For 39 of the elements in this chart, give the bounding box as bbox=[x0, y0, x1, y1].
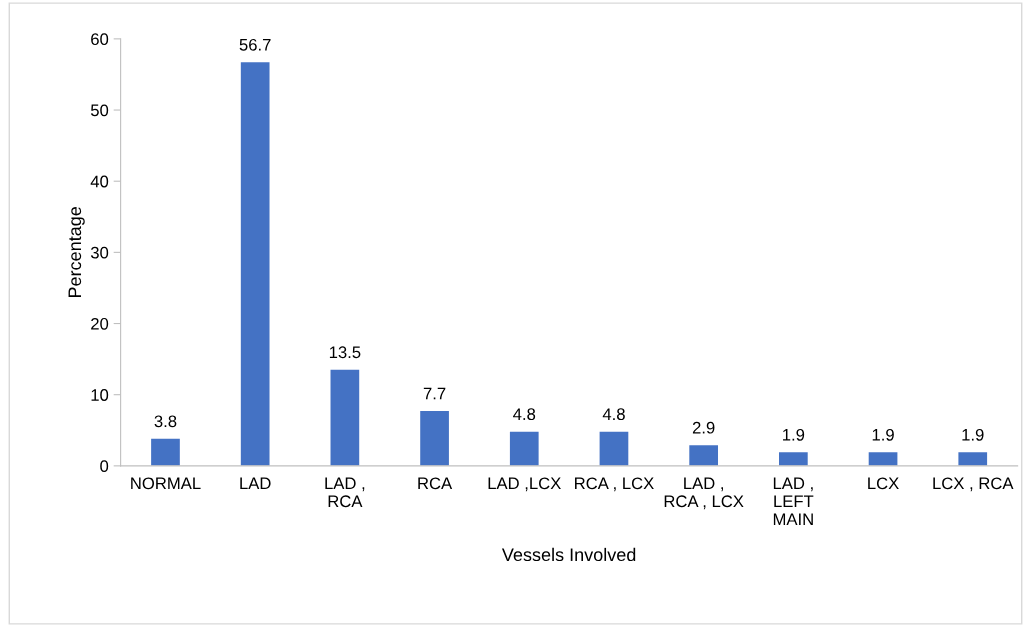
data-label: 1.9 bbox=[783, 428, 805, 441]
bar bbox=[240, 62, 270, 466]
y-tick-label: 40 bbox=[90, 175, 109, 188]
data-label: 4.8 bbox=[602, 408, 625, 421]
y-tick-label: 30 bbox=[90, 246, 109, 259]
y-tick-label: 0 bbox=[100, 460, 109, 473]
y-tick-label: 20 bbox=[91, 317, 109, 330]
bar bbox=[779, 452, 808, 466]
x-tick-label: LCX , RCA bbox=[933, 477, 1014, 492]
bar bbox=[599, 431, 629, 466]
x-tick-label: LAD bbox=[240, 477, 271, 490]
data-label: 2.9 bbox=[692, 421, 715, 434]
x-tick-label: RCA bbox=[418, 477, 453, 490]
data-label: 4.8 bbox=[513, 408, 536, 421]
x-tick-label: LAD , LEFT MAIN bbox=[773, 477, 814, 525]
bar bbox=[689, 445, 719, 466]
x-axis-title: Vessels Involved bbox=[501, 547, 636, 562]
y-tick-label: 10 bbox=[91, 389, 109, 401]
y-axis-title: Percentage bbox=[68, 206, 85, 298]
data-label: 13.5 bbox=[329, 346, 361, 359]
x-tick-label: LAD , RCA bbox=[325, 477, 365, 508]
data-label: 1.9 bbox=[962, 428, 984, 441]
data-label: 1.9 bbox=[872, 428, 894, 441]
y-tick-label: 50 bbox=[90, 104, 109, 117]
bar bbox=[151, 438, 180, 466]
bar bbox=[420, 411, 449, 466]
x-tick-label: LAD ,LCX bbox=[488, 477, 561, 492]
bar bbox=[868, 452, 898, 466]
bar bbox=[330, 369, 360, 466]
data-label: 3.8 bbox=[154, 415, 177, 428]
x-tick-label: NORMAL bbox=[131, 477, 201, 490]
data-label: 56.7 bbox=[239, 38, 271, 51]
x-tick-label: LAD , RCA , LCX bbox=[664, 477, 744, 510]
data-label: 7.7 bbox=[423, 387, 446, 400]
x-tick-label: LCX bbox=[868, 477, 899, 490]
bar bbox=[958, 452, 988, 466]
bar bbox=[509, 431, 539, 466]
x-tick-label: RCA , LCX bbox=[575, 477, 654, 492]
y-tick-label: 60 bbox=[91, 33, 109, 46]
